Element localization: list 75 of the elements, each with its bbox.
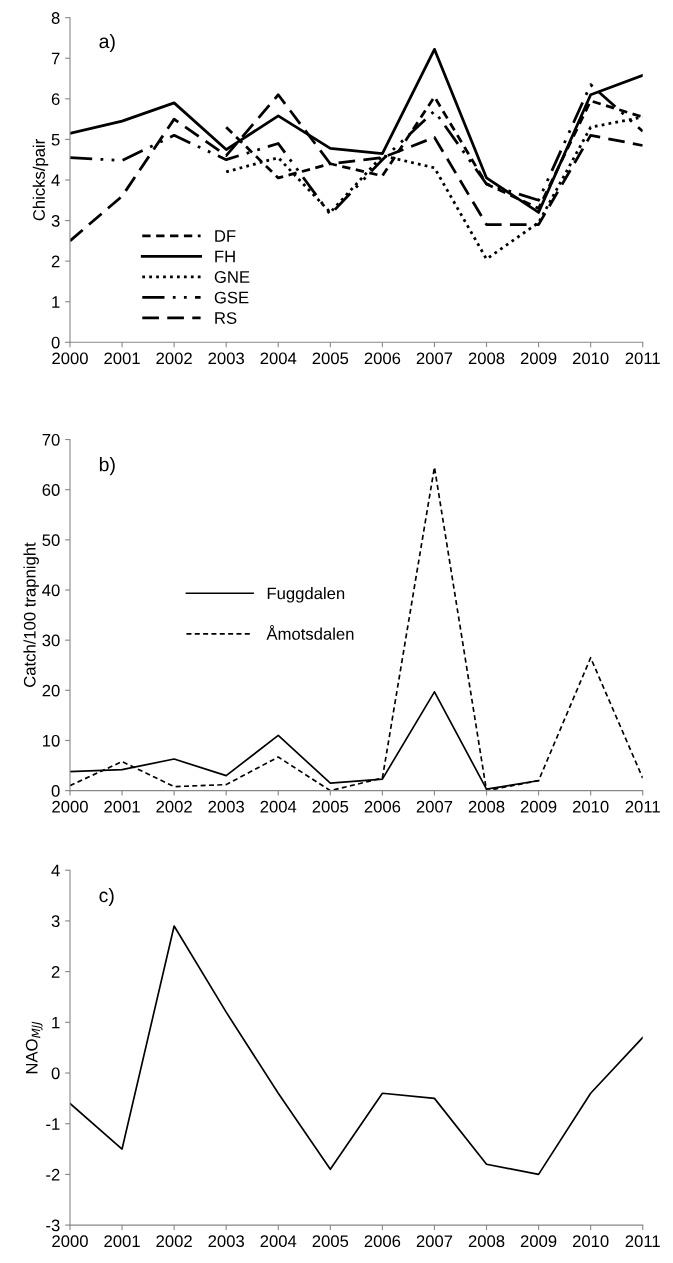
- x-tick-label: 2011: [625, 800, 660, 813]
- y-tick-label: 2: [51, 966, 60, 978]
- line-series: [69, 925, 643, 1176]
- y-tick-label: 60: [42, 484, 60, 496]
- y-tick-label: 2: [51, 255, 60, 268]
- x-tick-label: 2011: [625, 352, 660, 365]
- x-tick-label: 2006: [364, 800, 401, 813]
- x-tick-label: 2008: [468, 352, 505, 365]
- y-tick-label: -1: [46, 1118, 60, 1130]
- x-tick-label: 2010: [572, 1235, 609, 1248]
- legend-label: DF: [215, 230, 236, 242]
- x-tick-label: 2001: [104, 1235, 140, 1248]
- x-tick-label: 2000: [52, 1235, 88, 1248]
- x-tick-label: 2010: [572, 352, 609, 365]
- x-tick-label: 2001: [104, 800, 140, 813]
- x-tick-label: 2007: [416, 1235, 453, 1248]
- y-axis-title: Chicks/pair: [32, 139, 49, 221]
- y-tick-label: -2: [46, 1168, 60, 1181]
- y-tick-label: 7: [51, 52, 60, 65]
- y-axis-title: NAO$_{MJJ}$: [25, 1021, 43, 1074]
- x-tick-label: 2001: [104, 352, 140, 365]
- x-tick-label: 2006: [364, 1235, 401, 1248]
- x-tick-label: 2007: [416, 352, 453, 365]
- y-tick-label: 30: [42, 634, 60, 647]
- x-tick-label: 2005: [312, 352, 349, 365]
- x-tick-label: 2006: [364, 352, 401, 365]
- x-tick-label: 2008: [468, 1235, 505, 1248]
- legend-label: FH: [215, 250, 235, 263]
- y-tick-label: 50: [42, 534, 60, 547]
- annotation: c): [99, 887, 114, 907]
- y-tick-label: 0: [51, 785, 60, 797]
- y-tick-label: 4: [51, 864, 60, 877]
- x-tick-label: 2004: [260, 800, 297, 813]
- x-tick-label: 2002: [156, 1235, 192, 1248]
- y-tick-label: 10: [43, 734, 60, 747]
- x-tick-label: 2003: [208, 352, 244, 365]
- y-tick-label: 5: [51, 133, 60, 146]
- y-tick-label: 40: [42, 584, 60, 597]
- x-tick-label: 2000: [52, 800, 88, 813]
- y-tick-label: 4: [51, 174, 60, 187]
- x-tick-label: 2002: [156, 800, 192, 813]
- y-tick-label: 20: [42, 684, 60, 697]
- annotation: a): [99, 33, 115, 53]
- x-tick-label: 2007: [416, 800, 453, 813]
- x-tick-label: 2011: [625, 1235, 660, 1248]
- legend-label: Åmotsdalen: [266, 625, 354, 640]
- y-tick-label: 6: [51, 93, 60, 106]
- x-tick-label: 2004: [260, 352, 297, 365]
- legend-label: GSE: [214, 291, 249, 304]
- y-tick-label: 3: [51, 915, 60, 928]
- x-tick-label: 2004: [260, 1235, 297, 1248]
- x-tick-label: 2009: [520, 800, 557, 813]
- x-tick-label: 2003: [208, 800, 244, 813]
- y-tick-label: 0: [51, 1067, 60, 1080]
- x-tick-label: 2009: [520, 1235, 557, 1248]
- y-tick-label: -3: [46, 1219, 60, 1232]
- legend-label: RS: [215, 312, 237, 324]
- legend-label: Fuggdalen: [267, 587, 345, 603]
- x-tick-label: 2005: [312, 800, 349, 813]
- x-tick-label: 2000: [52, 352, 88, 365]
- y-tick-label: 8: [51, 12, 60, 24]
- y-tick-label: 1: [52, 296, 60, 308]
- y-tick-label: 0: [51, 336, 60, 349]
- x-tick-label: 2008: [468, 800, 505, 813]
- y-tick-label: 3: [51, 214, 60, 227]
- x-tick-label: 2010: [572, 800, 609, 813]
- x-tick-label: 2003: [208, 1235, 244, 1248]
- y-axis-title: Catch/100 trapnight: [23, 542, 39, 687]
- annotation: b): [99, 457, 115, 476]
- x-tick-label: 2002: [156, 352, 192, 365]
- y-tick-label: 1: [52, 1016, 60, 1029]
- legend-label: GNE: [214, 271, 250, 283]
- y-tick-label: 70: [42, 433, 60, 446]
- x-tick-label: 2005: [312, 1235, 349, 1248]
- x-tick-label: 2009: [520, 352, 557, 365]
